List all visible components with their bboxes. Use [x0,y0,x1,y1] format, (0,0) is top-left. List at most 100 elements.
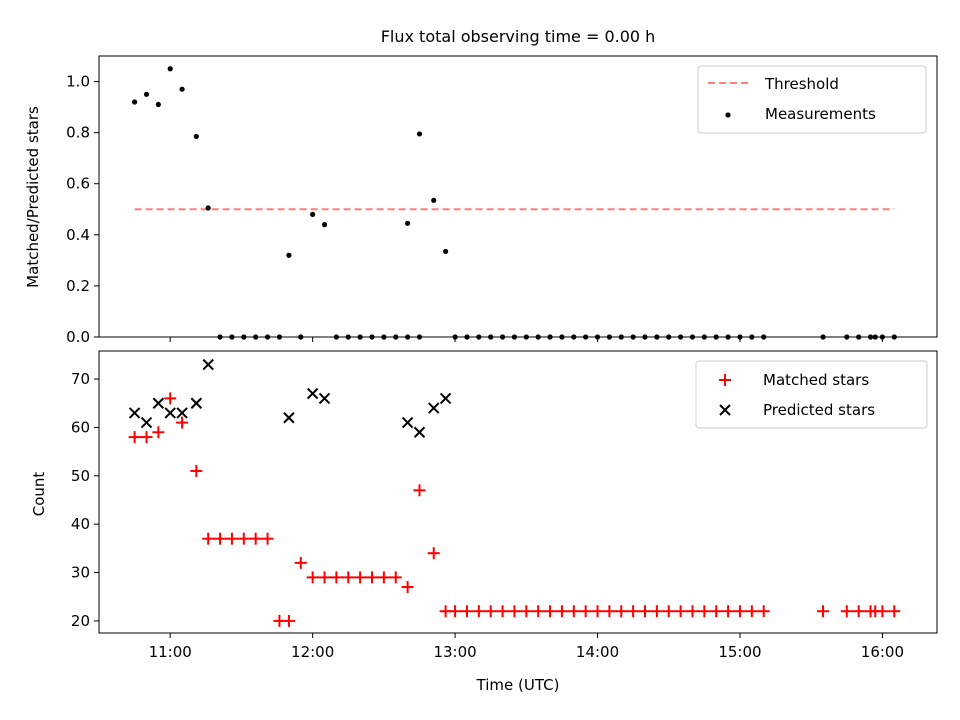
predicted-star-marker [164,407,176,419]
measurement-point [155,101,161,108]
legend-threshold-label: Threshold [764,75,839,93]
matched-stars-points [128,392,901,627]
matched-star-marker [427,547,440,560]
predicted-star-marker [439,392,452,405]
measurement-point [416,131,423,137]
matched-star-marker [484,605,497,618]
matched-star-marker [579,605,592,618]
measurement-point [321,222,328,228]
matched-star-marker [888,605,901,618]
legend-matched-swatch [719,374,731,386]
legend-predicted-label: Predicted stars [763,401,875,419]
matched-star-marker [710,605,723,618]
matched-star-marker [496,605,509,618]
top-y-ticks: 0.0 0.2 0.4 0.6 0.8 1.0 [66,73,99,346]
bottom-x-tick-label: 16:00 [861,643,904,661]
matched-star-marker [377,571,390,584]
matched-star-marker [330,571,343,584]
matched-star-marker [698,605,711,618]
top-legend: Threshold Measurements [697,65,927,134]
measurement-point [167,66,173,72]
predicted-star-marker [283,412,295,424]
matched-star-marker [567,605,580,618]
legend-measurements-label: Measurements [765,105,876,123]
matched-star-marker [261,532,274,545]
matched-star-marker [603,605,616,618]
bottom-y-axis-label: Count [30,472,48,517]
matched-star-marker [237,532,250,545]
matched-star-marker [128,431,141,444]
bottom-x-ticks: 11:00 12:00 13:00 14:00 15:00 16:00 [149,633,904,661]
x-axis-label: Time (UTC) [476,676,560,694]
matched-star-marker [164,392,177,405]
predicted-star-marker [401,416,414,429]
bottom-y-tick-label: 70 [71,370,90,388]
matched-star-marker [508,605,521,618]
top-y-tick-label: 0.2 [66,277,90,295]
top-y-tick-label: 0.4 [66,226,90,244]
matched-star-marker [852,605,865,618]
matched-star-marker [686,605,699,618]
predicted-star-marker [190,397,203,409]
bottom-x-tick-label: 15:00 [718,643,761,661]
bottom-y-ticks: 20 30 40 50 60 70 [71,370,99,630]
matched-star-marker [460,605,473,618]
matched-star-marker [544,605,557,618]
matched-star-marker [745,605,758,618]
matched-star-marker [176,416,189,429]
top-y-axis-label: Matched/Predicted stars [24,106,42,288]
predicted-star-marker [306,387,319,400]
measurement-point [132,99,138,105]
matched-star-marker [401,581,414,594]
predicted-star-marker [140,416,153,429]
matched-star-marker [757,605,770,618]
matched-star-marker [202,532,215,545]
matched-star-marker [225,532,238,545]
matched-star-marker [532,605,545,618]
predicted-star-marker [428,402,440,414]
matched-star-marker [627,605,640,618]
matched-star-marker [140,431,153,444]
predicted-star-marker [202,358,214,371]
matched-star-marker [472,605,485,618]
measurement-point [143,91,150,97]
measurement-point [179,86,185,92]
predicted-star-marker [176,407,188,419]
bottom-x-tick-label: 11:00 [149,643,192,661]
predicted-star-marker [128,407,141,419]
matched-star-marker [520,605,533,618]
measurement-point [442,248,449,255]
top-y-tick-label: 1.0 [66,73,90,91]
bottom-y-tick-label: 30 [71,564,90,582]
legend-predicted-swatch [719,404,731,416]
bottom-panel: 20 30 40 50 60 70 11:00 12:00 13:00 14:00 15:00 16… [30,350,938,694]
matched-star-marker [214,532,227,545]
top-legend-box [697,65,927,134]
matched-star-marker [817,605,830,618]
measurement-point [431,197,437,203]
matched-star-marker [249,532,262,545]
predicted-stars-points [128,358,452,438]
measurement-point [310,211,316,217]
measurement-point [286,252,292,258]
bottom-y-tick-label: 60 [71,418,90,436]
matched-star-marker [591,605,604,618]
top-y-tick-label: 0.6 [66,175,90,193]
measurement-point [193,133,199,140]
measurement-point [205,205,211,211]
predicted-star-marker [318,392,331,405]
bottom-y-tick-label: 50 [71,467,90,485]
legend-measurements-swatch [725,112,731,118]
matched-star-marker [342,571,355,584]
predicted-star-marker [413,426,426,438]
chart-title: Flux total observing time = 0.00 h [381,27,656,46]
top-plot-frame [98,55,938,338]
matched-star-marker [152,426,165,439]
measurement-point [405,220,411,226]
matched-star-marker [615,605,628,618]
matched-star-marker [389,571,402,584]
matched-star-marker [282,614,295,627]
matched-star-marker [876,605,889,618]
bottom-legend-box [695,360,928,429]
